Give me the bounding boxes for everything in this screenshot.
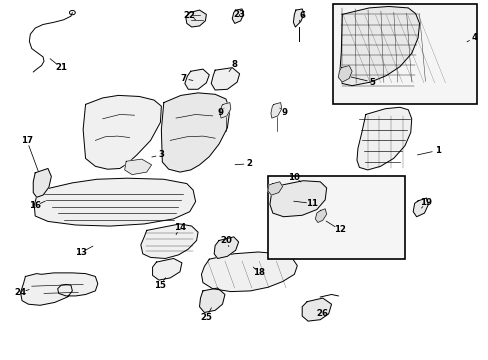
- Text: 23: 23: [233, 10, 245, 19]
- Text: 20: 20: [220, 236, 231, 245]
- Polygon shape: [232, 9, 243, 23]
- Polygon shape: [184, 69, 209, 89]
- Polygon shape: [185, 10, 206, 27]
- Text: 3: 3: [158, 150, 164, 159]
- Text: 16: 16: [29, 201, 41, 210]
- Text: 4: 4: [470, 33, 476, 42]
- Polygon shape: [356, 107, 411, 170]
- Text: 1: 1: [434, 146, 440, 155]
- Text: 5: 5: [369, 77, 375, 86]
- Text: 9: 9: [281, 108, 287, 117]
- Text: 12: 12: [333, 225, 345, 234]
- Text: 17: 17: [21, 136, 33, 145]
- Polygon shape: [270, 103, 281, 118]
- Polygon shape: [124, 159, 151, 175]
- Polygon shape: [339, 6, 419, 86]
- Bar: [332, 4, 476, 104]
- Polygon shape: [293, 9, 304, 27]
- Polygon shape: [33, 168, 51, 197]
- Polygon shape: [302, 298, 331, 321]
- Polygon shape: [269, 181, 326, 217]
- Polygon shape: [214, 237, 238, 258]
- Polygon shape: [315, 209, 326, 222]
- Text: 19: 19: [420, 198, 431, 207]
- Text: 24: 24: [15, 288, 26, 297]
- Text: 14: 14: [174, 223, 185, 232]
- Text: 9: 9: [217, 108, 223, 117]
- Text: 22: 22: [183, 10, 195, 19]
- Text: 11: 11: [305, 199, 317, 208]
- Text: 10: 10: [288, 173, 300, 181]
- Polygon shape: [220, 103, 230, 118]
- Polygon shape: [34, 178, 195, 226]
- Text: 18: 18: [253, 269, 264, 277]
- Bar: [267, 176, 404, 259]
- Polygon shape: [83, 95, 161, 169]
- Polygon shape: [338, 66, 351, 82]
- Text: 8: 8: [231, 59, 237, 68]
- Polygon shape: [267, 182, 282, 195]
- Text: 13: 13: [75, 248, 86, 257]
- Polygon shape: [161, 93, 229, 172]
- Text: 25: 25: [200, 313, 212, 322]
- Polygon shape: [20, 273, 98, 305]
- Text: 26: 26: [316, 309, 328, 318]
- Polygon shape: [152, 258, 182, 280]
- Text: 21: 21: [55, 63, 67, 72]
- Text: 2: 2: [246, 159, 252, 168]
- Text: 15: 15: [154, 281, 166, 289]
- Polygon shape: [201, 252, 297, 292]
- Polygon shape: [199, 288, 224, 312]
- Polygon shape: [412, 198, 427, 217]
- Polygon shape: [211, 68, 239, 90]
- Text: 6: 6: [299, 10, 305, 19]
- Polygon shape: [141, 224, 198, 258]
- Text: 7: 7: [180, 74, 186, 83]
